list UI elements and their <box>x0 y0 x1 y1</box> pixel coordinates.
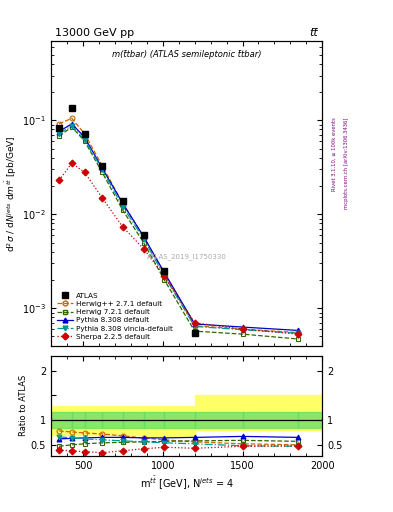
Y-axis label: Ratio to ATLAS: Ratio to ATLAS <box>19 375 28 436</box>
Text: m(t̄tbar) (ATLAS semileptonic t̄tbar): m(t̄tbar) (ATLAS semileptonic t̄tbar) <box>112 50 261 59</box>
Legend: ATLAS, Herwig++ 2.7.1 default, Herwig 7.2.1 default, Pythia 8.308 default, Pythi: ATLAS, Herwig++ 2.7.1 default, Herwig 7.… <box>55 290 174 342</box>
X-axis label: m$^{t\bar{t}}$ [GeV], N$^{jets}$ = 4: m$^{t\bar{t}}$ [GeV], N$^{jets}$ = 4 <box>140 475 234 492</box>
Y-axis label: d$^{2}$$\sigma$ / d$N^{jets}$ d$m^{t\bar{t}}$ [pb/GeV]: d$^{2}$$\sigma$ / d$N^{jets}$ d$m^{t\bar… <box>4 135 20 251</box>
Text: mcplots.cern.ch [arXiv:1306.3436]: mcplots.cern.ch [arXiv:1306.3436] <box>344 117 349 208</box>
Text: 13000 GeV pp: 13000 GeV pp <box>55 28 134 38</box>
Text: Rivet 3.1.10, ≥ 100k events: Rivet 3.1.10, ≥ 100k events <box>332 117 337 191</box>
Text: tt̅: tt̅ <box>310 28 318 38</box>
Text: ATLAS_2019_I1750330: ATLAS_2019_I1750330 <box>147 253 227 260</box>
